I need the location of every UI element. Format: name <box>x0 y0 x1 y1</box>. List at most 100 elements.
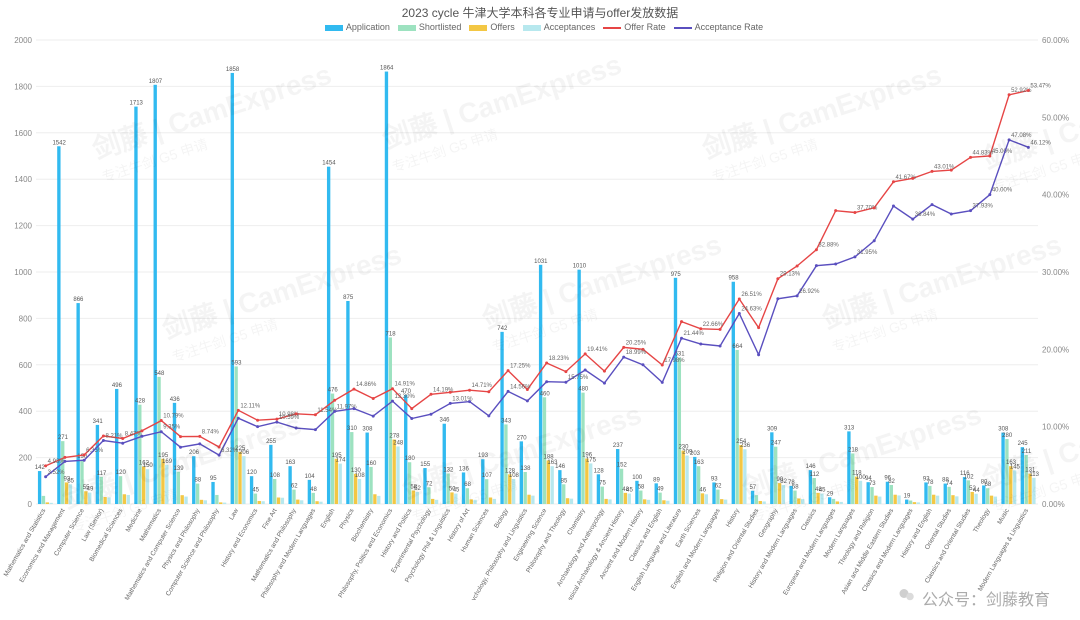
offer-rate-line-point <box>372 397 375 400</box>
acceptance-rate-line-point <box>776 297 779 300</box>
wechat-icon <box>898 592 916 610</box>
y-axis-tick: 0 <box>28 500 33 509</box>
bar-application <box>76 303 79 504</box>
y2-axis-tick: 0.00% <box>1042 500 1065 509</box>
bar-value-label: 128 <box>594 468 605 474</box>
bar-value-label: 68 <box>985 482 992 488</box>
bar-application <box>751 491 754 504</box>
offer-rate-line-label: 45.00% <box>992 149 1013 155</box>
acceptance-rate-line-point <box>83 459 86 462</box>
bar-offers <box>893 495 896 504</box>
bar-value-label: 1858 <box>226 67 240 73</box>
bar-value-label: 89 <box>653 477 660 483</box>
offer-rate-line-label: 10.79% <box>163 414 184 420</box>
bar-acceptances <box>377 496 380 504</box>
bar-value-label: 958 <box>729 276 740 282</box>
bar-value-label: 203 <box>690 451 701 457</box>
acceptance-rate-line-point <box>256 425 259 428</box>
bar-value-label: 174 <box>335 458 346 464</box>
bar-shortlisted <box>80 460 83 504</box>
bar-offers <box>604 499 607 504</box>
bar-value-label: 136 <box>459 466 470 472</box>
bar-value-label: 310 <box>347 426 358 432</box>
offer-rate-line-label: 18.23% <box>549 356 570 362</box>
bar-application <box>231 73 234 504</box>
bar-value-label: 742 <box>497 326 508 332</box>
bar-acceptances <box>994 497 997 504</box>
acceptance-rate-line-point <box>468 400 471 403</box>
bar-value-label: 211 <box>1022 449 1032 455</box>
bar-offers <box>816 493 819 504</box>
bar-shortlisted <box>543 397 546 504</box>
bar-shortlisted <box>909 501 912 504</box>
bar-value-label: 73 <box>869 481 876 487</box>
bar-application <box>154 85 157 504</box>
offer-rate-line-point <box>140 429 143 432</box>
bar-value-label: 142 <box>35 465 46 471</box>
bar-acceptances <box>281 498 284 504</box>
bar-shortlisted <box>774 447 777 504</box>
bar-value-label: 476 <box>328 388 339 394</box>
bar-value-label: 45 <box>626 488 633 494</box>
bar-acceptances <box>1032 478 1035 504</box>
bar-acceptances <box>319 502 322 504</box>
bar-application <box>115 389 118 504</box>
bar-application <box>674 278 677 504</box>
bar-value-label: 1010 <box>573 264 587 270</box>
bar-value-label: 163 <box>285 460 296 466</box>
acceptance-rate-line-label: 37.93% <box>973 204 994 210</box>
bar-acceptances <box>762 501 765 504</box>
offer-rate-line-point <box>680 320 683 323</box>
bar-shortlisted <box>273 479 276 504</box>
bar-shortlisted <box>678 358 681 504</box>
acceptance-rate-line-label: 8.21% <box>105 434 123 440</box>
bar-value-label: 247 <box>771 441 782 447</box>
bar-shortlisted <box>716 490 719 504</box>
offer-rate-line-label: 14.86% <box>356 382 377 388</box>
bar-value-label: 62 <box>715 484 722 490</box>
bar-shortlisted <box>735 350 738 504</box>
offer-rate-line-label: 19.41% <box>587 347 608 353</box>
bar-value-label: 49 <box>87 487 94 493</box>
offer-rate-line-label: 14.71% <box>472 383 493 389</box>
chart-svg: 02004006008001000120014001600180020000.0… <box>0 0 1080 600</box>
offer-rate-line-label: 8.74% <box>202 429 220 435</box>
bar-shortlisted <box>793 491 796 504</box>
bar-application <box>828 497 831 504</box>
bar-shortlisted <box>890 485 893 504</box>
bar-acceptances <box>493 499 496 504</box>
bar-offers <box>1028 474 1031 504</box>
bar-acceptances <box>782 485 785 504</box>
bar-value-label: 104 <box>305 474 316 480</box>
y-axis-tick: 1800 <box>14 82 32 91</box>
offer-rate-line-point <box>410 407 413 410</box>
bar-acceptances <box>454 494 457 504</box>
bar-value-label: 74 <box>946 481 953 487</box>
bar-value-label: 120 <box>116 470 127 476</box>
bar-shortlisted <box>947 487 950 504</box>
bar-shortlisted <box>601 487 604 504</box>
bar-acceptances <box>743 449 746 504</box>
bar-offers <box>315 501 318 504</box>
bar-application <box>327 167 330 504</box>
y-axis-tick: 2000 <box>14 36 32 45</box>
footer-brand: 公众号：剑藤教育 <box>898 586 1050 610</box>
bar-acceptances <box>589 463 592 504</box>
bar-value-label: 150 <box>143 463 154 469</box>
acceptance-rate-line-point <box>430 413 433 416</box>
acceptance-rate-line-label: 36.84% <box>915 212 936 218</box>
bar-value-label: 58 <box>638 485 645 491</box>
bar-value-label: 193 <box>478 453 489 459</box>
offer-rate-line-point <box>63 456 66 459</box>
bar-shortlisted <box>697 466 700 504</box>
bar-value-label: 132 <box>443 467 454 473</box>
bar-acceptances <box>358 479 361 504</box>
bar-acceptances <box>165 465 168 504</box>
acceptance-rate-line-point <box>63 460 66 463</box>
bar-value-label: 102 <box>964 474 975 480</box>
bar-value-label: 206 <box>189 450 200 456</box>
bar-offers <box>759 501 762 504</box>
bar-value-label: 180 <box>405 456 416 462</box>
bar-offers <box>913 502 916 504</box>
bar-value-label: 248 <box>393 440 404 446</box>
